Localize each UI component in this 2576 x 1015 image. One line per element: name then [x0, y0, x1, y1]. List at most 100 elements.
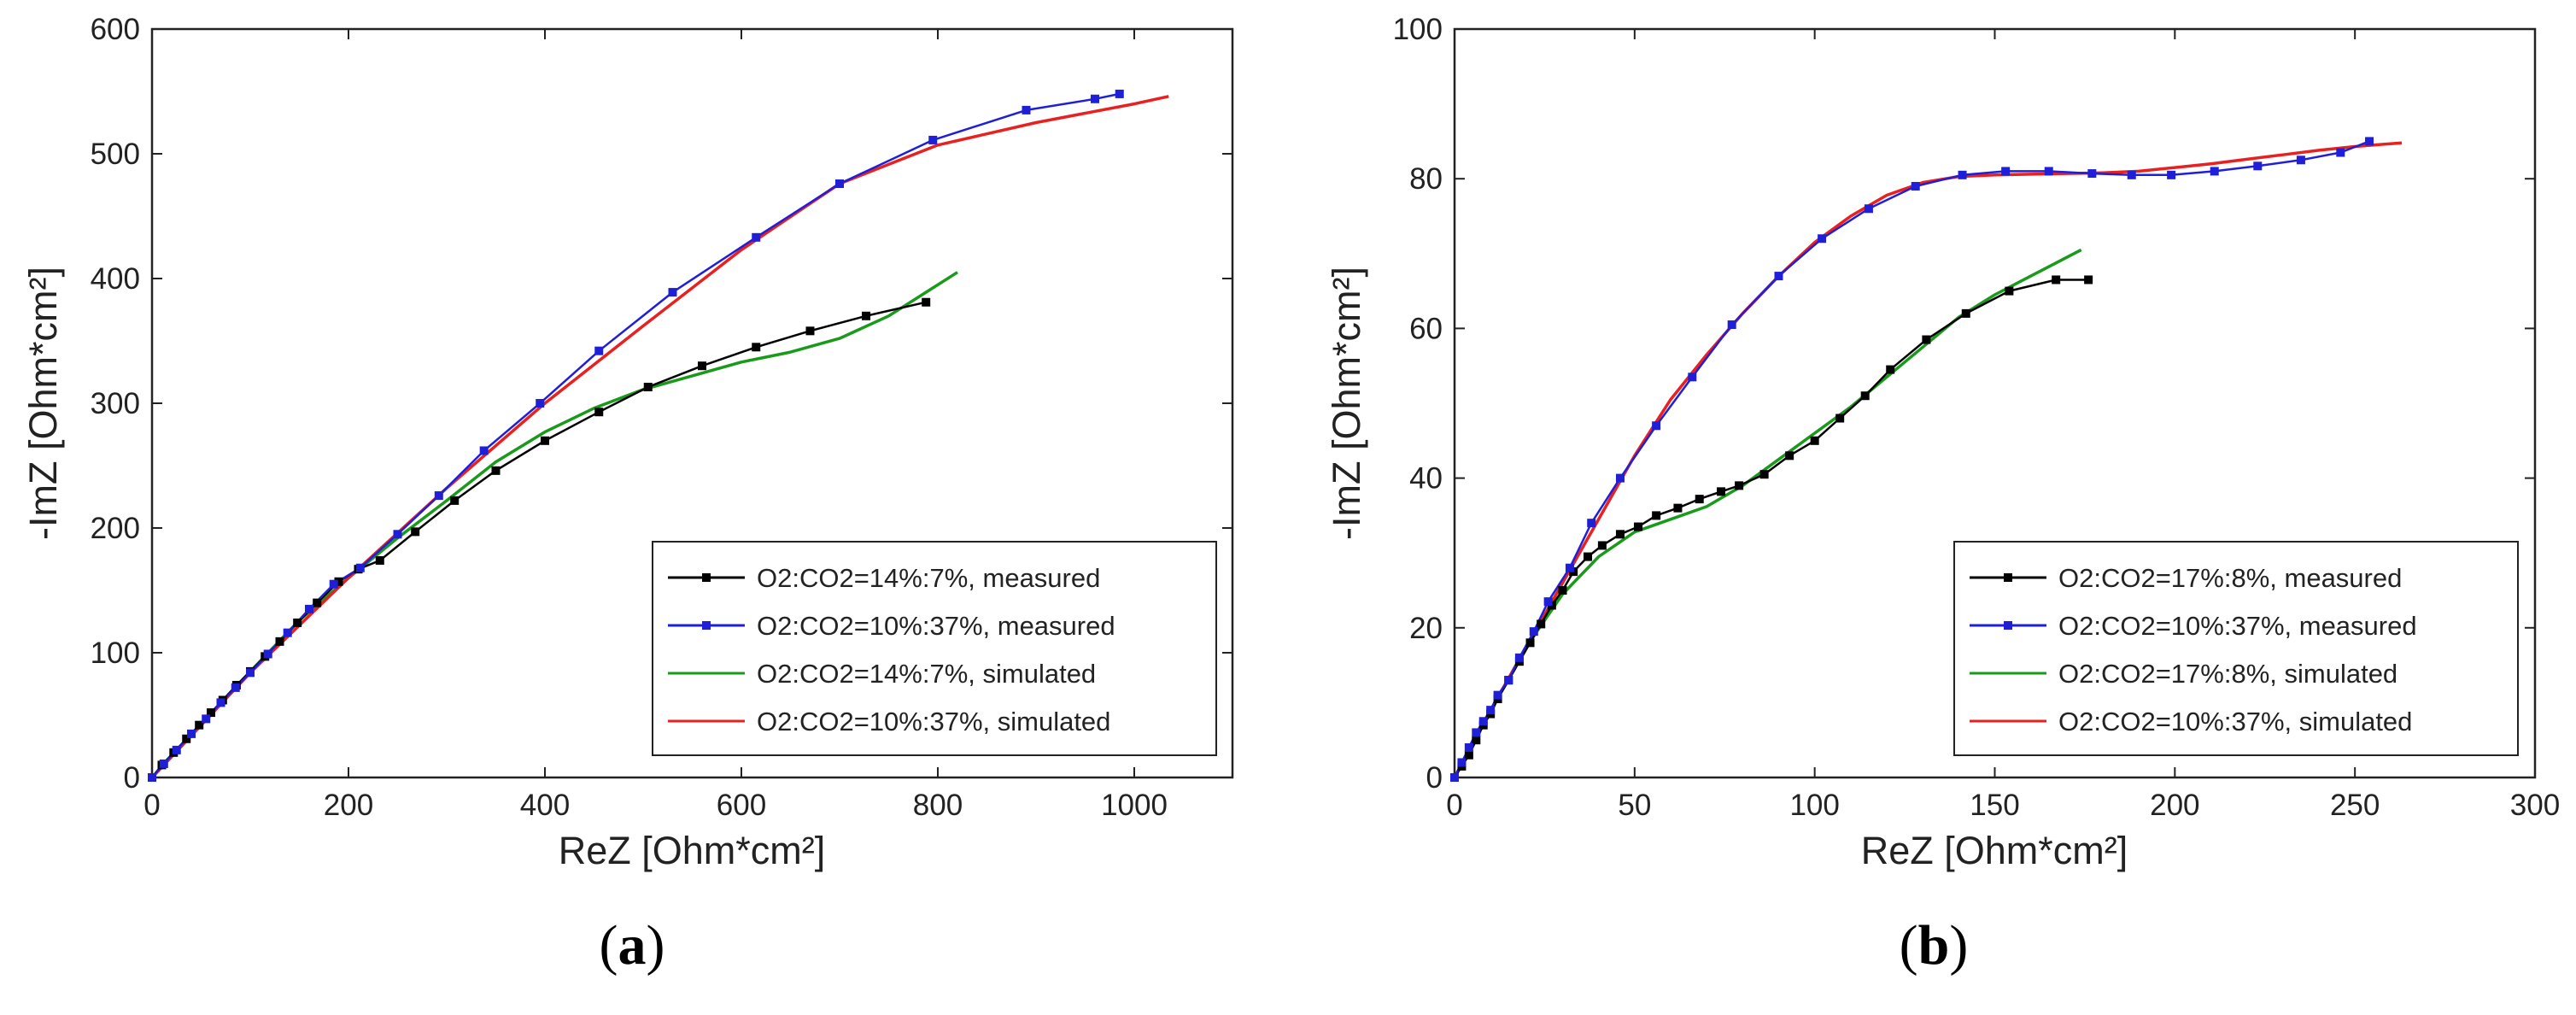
data-point-marker: [2336, 148, 2345, 157]
x-tick-label: 600: [717, 789, 766, 822]
x-axis-label-b: ReZ [Ohm*cm²]: [1861, 829, 2128, 872]
data-point-marker: [643, 383, 653, 392]
data-point-marker: [1514, 653, 1524, 662]
data-point-marker: [922, 297, 931, 307]
x-tick-label: 250: [2330, 789, 2380, 822]
legend-entry-label: O2:CO2=17%:8%, simulated: [2058, 659, 2397, 689]
series-markers-b: [1450, 137, 2374, 782]
data-point-marker: [434, 491, 443, 501]
data-point-marker: [172, 745, 181, 754]
data-point-marker: [491, 466, 501, 475]
data-point-marker: [1525, 638, 1535, 648]
legend-swatch-marker: [2004, 621, 2012, 630]
data-point-marker: [231, 683, 240, 692]
legend-swatch-marker: [2004, 573, 2012, 582]
data-point-marker: [1835, 414, 1845, 423]
y-tick-label: 80: [1409, 162, 1443, 196]
panel-b: 0 50 100 150 200 250 300 0 20 40 60 80 100 ReZ [Ohm*…: [1325, 13, 2560, 977]
data-point-marker: [1115, 89, 1124, 98]
data-point-marker: [1584, 552, 1593, 561]
data-point-marker: [541, 436, 549, 445]
data-point-marker: [1695, 495, 1704, 504]
data-point-marker: [594, 408, 604, 417]
data-point-marker: [275, 637, 284, 646]
series-line-4: [150, 95, 1169, 779]
legend-entry-label: O2:CO2=14%:7%, measured: [757, 563, 1100, 593]
data-point-marker: [2127, 170, 2136, 179]
data-point-marker: [263, 649, 272, 659]
y-tick-label: 40: [1409, 462, 1443, 496]
data-point-marker: [1961, 308, 1970, 318]
data-point-marker: [1486, 706, 1496, 715]
x-tick-label: 0: [143, 789, 160, 822]
legend-b: O2:CO2=17%:8%, measured O2:CO2=10%:37%, m…: [1953, 541, 2519, 756]
data-point-marker: [313, 598, 322, 607]
data-point-marker: [2005, 286, 2014, 296]
legend-entry-label: O2:CO2=10%:37%, simulated: [757, 707, 1110, 736]
x-tick-label: 100: [1789, 789, 1839, 822]
data-point-marker: [594, 346, 604, 355]
data-point-marker: [2296, 155, 2305, 165]
legend-box-b: [1953, 541, 2519, 756]
legend-entry-label: O2:CO2=10%:37%, measured: [2058, 611, 2417, 641]
data-point-marker: [187, 729, 196, 738]
data-point-marker: [2167, 170, 2176, 179]
data-point-marker: [159, 759, 168, 768]
legend-entry-label: O2:CO2=10%:37%, measured: [757, 611, 1115, 641]
data-point-marker: [1478, 717, 1488, 726]
data-point-marker: [1864, 204, 1873, 214]
axis-ticks-b: 0 50 100 150 200 250 300 0 20 40 60 80 100: [1393, 13, 2561, 822]
data-point-marker: [411, 527, 420, 537]
data-point-marker: [1615, 473, 1625, 483]
data-point-marker: [1652, 421, 1661, 431]
data-point-marker: [195, 720, 204, 730]
data-point-marker: [1818, 234, 1827, 243]
data-point-marker: [1860, 391, 1870, 401]
y-tick-label: 0: [1426, 761, 1443, 795]
y-tick-label: 200: [91, 512, 140, 545]
data-point-marker: [1688, 373, 1697, 382]
data-point-marker: [1091, 94, 1099, 103]
x-tick-label: 0: [1446, 789, 1462, 822]
data-point-marker: [1911, 181, 1920, 191]
data-point-marker: [2052, 275, 2061, 285]
data-point-marker: [1529, 627, 1538, 637]
data-point-marker: [698, 361, 706, 371]
data-point-marker: [479, 446, 489, 455]
axis-ticks-a: 0 200 400 600 800 1000 0 100 200 300 400 500 600: [91, 13, 1232, 822]
y-tick-label: 20: [1409, 612, 1443, 645]
panel-a: 0 200 400 600 800 1000 0 100 200 300 400 500 600 ReZ…: [21, 13, 1234, 977]
legend-entry-label: O2:CO2=14%:7%, simulated: [757, 659, 1096, 689]
data-point-marker: [1464, 750, 1473, 760]
data-point-marker: [1785, 451, 1794, 461]
data-point-marker: [835, 179, 844, 189]
legend-box-a: [652, 541, 1217, 756]
series-line-4: [1453, 141, 2403, 778]
data-point-marker: [1727, 320, 1736, 330]
data-point-marker: [1493, 690, 1502, 700]
data-point-marker: [1958, 170, 1967, 179]
x-axis-label-a: ReZ [Ohm*cm²]: [559, 829, 826, 872]
y-axis-label-a: -ImZ [Ohm*cm²]: [21, 267, 65, 540]
legend-entry-label: O2:CO2=10%:37%, simulated: [2058, 707, 2412, 736]
data-point-marker: [1565, 563, 1574, 572]
data-point-marker: [1587, 519, 1596, 528]
data-point-marker: [2001, 167, 2011, 176]
y-tick-label: 300: [91, 387, 140, 420]
data-point-marker: [1597, 541, 1607, 550]
x-tick-label: 200: [2150, 789, 2199, 822]
y-tick-label: 60: [1409, 312, 1443, 345]
data-point-marker: [216, 698, 225, 707]
panel-label-a: (a): [600, 914, 665, 977]
data-point-marker: [375, 555, 384, 565]
data-point-marker: [668, 288, 677, 297]
data-point-marker: [1543, 597, 1553, 607]
data-point-marker: [2210, 167, 2219, 176]
data-point-marker: [182, 734, 191, 743]
data-point-marker: [1472, 728, 1481, 737]
series-markers-a: [148, 89, 1124, 782]
data-point-marker: [393, 530, 402, 539]
x-tick-label: 200: [324, 789, 373, 822]
data-point-marker: [207, 708, 215, 718]
